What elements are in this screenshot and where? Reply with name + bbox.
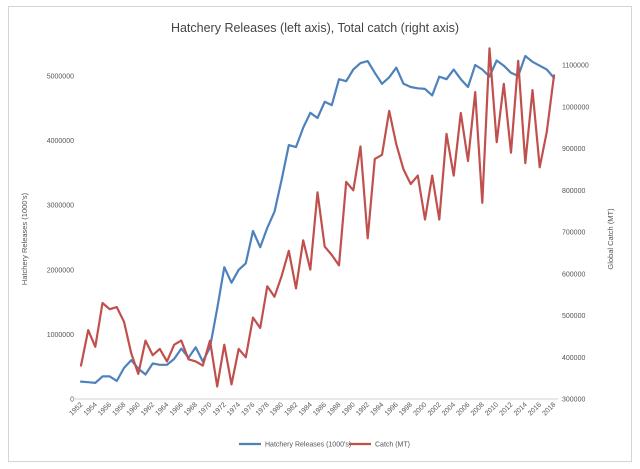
x-tick-label: 1954 [83,401,99,417]
x-tick-label: 2008 [470,401,486,417]
line-chart: Hatchery Releases (left axis), Total cat… [20,21,615,449]
x-tick-label: 1966 [169,401,185,417]
x-tick-label: 1958 [111,401,127,417]
right-tick-label: 400000 [562,355,585,362]
right-tick-label: 1000000 [562,104,589,111]
right-axis-title: Global Catch (MT) [606,208,615,270]
x-tick-label: 1988 [326,401,342,417]
left-tick-label: 3000000 [47,203,74,210]
x-tick-label: 1952 [68,401,84,417]
left-tick-label: 1000000 [47,332,74,339]
left-axis-ticks: 0 1000000 2000000 3000000 4000000 5000000 [47,74,74,404]
right-tick-label: 600000 [562,271,585,278]
x-tick-label: 2004 [441,401,457,417]
right-tick-label: 1100000 [562,63,589,70]
left-tick-label: 0 [70,397,74,404]
x-tick-label: 1972 [212,401,228,417]
x-tick-label: 1980 [269,401,285,417]
legend-label: Hatchery Releases (1000's) [265,442,351,449]
x-tick-label: 1978 [255,401,271,417]
right-tick-label: 900000 [562,146,585,153]
left-axis-title: Hatchery Releases (1000's) [20,192,29,285]
x-tick-label: 2014 [513,401,529,417]
series-layer [79,47,556,388]
right-tick-label: 700000 [562,230,585,237]
x-tick-label: 1992 [355,401,371,417]
x-tick-label: 2006 [455,401,471,417]
left-tick-label: 5000000 [47,74,74,81]
x-tick-label: 2016 [527,401,543,417]
x-tick-label: 1964 [154,401,170,417]
series-line-hatchery-releases [79,54,556,384]
chart-title: Hatchery Releases (left axis), Total cat… [171,21,459,35]
x-tick-label: 1974 [226,401,242,417]
x-tick-label: 1998 [398,401,414,417]
series-line-catch [79,47,556,388]
x-tick-label: 1962 [140,401,156,417]
right-tick-label: 500000 [562,313,585,320]
x-tick-label: 2010 [484,401,500,417]
x-tick-label: 1990 [341,401,357,417]
right-tick-label: 800000 [562,188,585,195]
x-tick-label: 2002 [427,401,443,417]
x-tick-label: 1986 [312,401,328,417]
x-tick-label: 1960 [126,401,142,417]
x-tick-label: 1994 [369,401,385,417]
x-tick-label: 2000 [412,401,428,417]
x-tick-label: 1984 [298,401,314,417]
right-axis-ticks: 300000 400000 500000 600000 700000 800000 9000… [562,63,589,404]
legend-label: Catch (MT) [375,442,410,449]
x-tick-label: 1996 [384,401,400,417]
right-tick-label: 300000 [562,397,585,404]
x-axis-ticks: 1952195419561958196019621964196619681970… [68,401,557,417]
chart-frame: Hatchery Releases (left axis), Total cat… [8,6,632,462]
left-tick-label: 2000000 [47,267,74,274]
x-tick-label: 2018 [541,401,557,417]
x-tick-label: 1956 [97,401,113,417]
x-tick-label: 1982 [283,401,299,417]
x-tick-label: 1968 [183,401,199,417]
x-tick-label: 1970 [197,401,213,417]
x-tick-label: 1976 [240,401,256,417]
x-tick-label: 2012 [498,401,514,417]
left-tick-label: 4000000 [47,138,74,145]
legend: Hatchery Releases (1000's) Catch (MT) [239,442,410,449]
